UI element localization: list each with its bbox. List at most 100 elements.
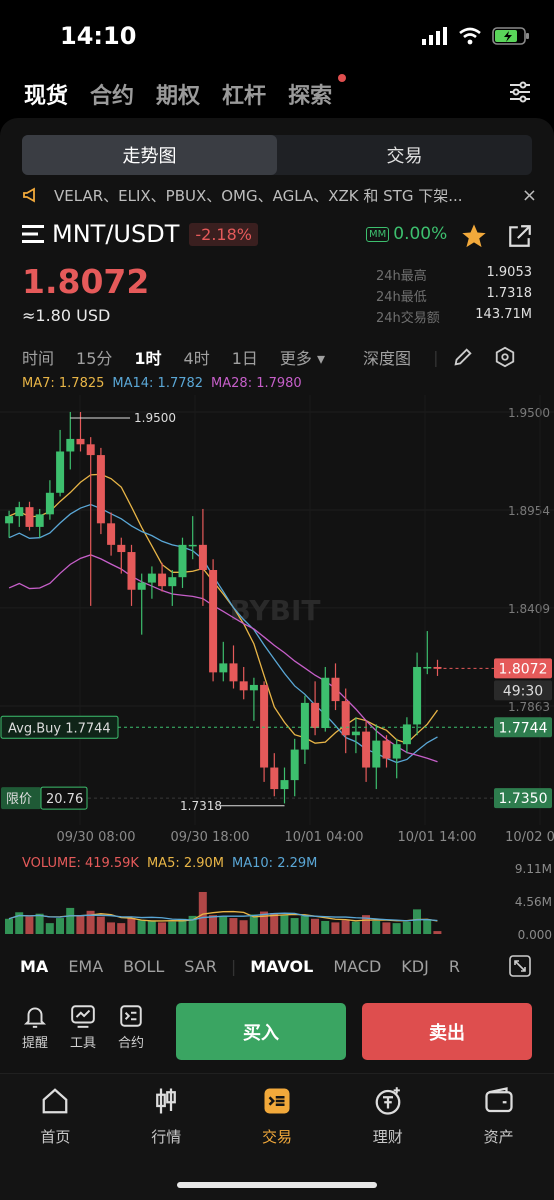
volume-chart[interactable]: 9.11M 4.56M 0.000 [0,860,554,942]
candle-body [280,780,289,790]
depth-chart-tab[interactable]: 深度图 [363,349,412,368]
ind-boll[interactable]: BOLL [123,956,165,976]
hexagon-settings-icon[interactable] [494,346,516,368]
tab-contract[interactable]: 合约 [90,84,135,109]
pencil-icon[interactable] [452,346,474,368]
tab-options[interactable]: 期权 [156,84,201,109]
notice-bar[interactable]: VELAR、ELIX、PBUX、OMG、AGLA、XZK 和 STG 下架...… [22,182,537,208]
vol-tick-label: 4.56M [515,895,552,909]
timeframe-1d[interactable]: 1日 [231,349,258,368]
candle-body [362,731,371,768]
candle-body [35,514,44,527]
vol-ma10-line [8,912,438,922]
ind-sar[interactable]: SAR [184,956,217,976]
avg-buy-box [0,715,119,739]
candle-body [219,663,228,673]
candle-body [229,663,238,682]
volume-bar [423,919,432,934]
candle-body [117,544,126,553]
stat-turnover-label: 24h交易额 [376,311,440,326]
ind-kdj[interactable]: KDJ [401,956,429,976]
candle-body [5,516,14,524]
pair-header[interactable]: MNT/USDT -2.18% [22,220,258,248]
nav-earn[interactable]: 理财 [332,1074,443,1200]
mm-indicator[interactable]: MM 0.00% [366,224,447,244]
settings-sliders-icon[interactable] [508,80,532,104]
last-price-tag-text: 1.8072 [499,661,548,677]
menu-icon[interactable] [22,225,44,243]
y-tick-label: 1.8409 [508,602,550,616]
ma-legend: MA7: 1.7825 MA14: 1.7782 MA28: 1.7980 [22,376,302,391]
ind-macd[interactable]: MACD [333,956,382,976]
nav-markets-label: 行情 [151,1128,182,1146]
stat-high-label: 24h最高 [376,269,427,284]
tab-margin[interactable]: 杠杆 [222,84,267,109]
candle-body [96,455,105,524]
x-tick-label: 09/30 08:00 [56,830,135,845]
vol-ma10-label: MA10: 2.29M [232,856,318,871]
segment-chart[interactable]: 走势图 [22,135,277,175]
nav-home-label: 首页 [40,1128,71,1146]
timeframe-15m[interactable]: 15分 [76,349,113,368]
candle-body [15,507,24,517]
volume-bar [96,916,105,934]
ind-r[interactable]: R [448,956,460,976]
star-icon[interactable] [460,222,488,250]
candle-body [127,552,136,590]
vol-tick-label: 9.11M [515,862,552,876]
nav-markets[interactable]: 行情 [111,1074,222,1200]
nav-trade[interactable]: 交易 [222,1074,333,1200]
stat-turnover-value: 143.71M [475,307,532,322]
contract-action[interactable]: 合约 [118,1003,144,1051]
y-tick-label: 1.7863 [508,700,550,714]
buy-button[interactable]: 买入 [176,1003,346,1060]
tab-spot[interactable]: 现货 [24,84,69,109]
timeframe-more[interactable]: 更多 ▾ [279,349,326,368]
min-price-label: 1.7318 [180,799,222,813]
timeframe-time[interactable]: 时间 [22,349,55,368]
tools-action[interactable]: 工具 [70,1003,96,1051]
ind-mavol[interactable]: MAVOL [250,956,314,976]
candlestick-chart[interactable]: 1.95001.89541.84091.7863BYBIT1.95001.731… [0,395,554,855]
alert-action[interactable]: 提醒 [22,1003,48,1051]
volume-bar [321,920,330,934]
sell-button[interactable]: 卖出 [362,1003,532,1060]
volume-bar [76,915,85,934]
nav-home[interactable]: 首页 [0,1074,111,1200]
usd-price: ≈1.80 USD [22,306,111,325]
x-tick-label: 10/02 0 [505,830,554,845]
segment-trade[interactable]: 交易 [386,146,423,167]
tools-label: 工具 [70,1036,97,1051]
limit-value-box [40,786,88,810]
volume-bar [280,915,289,934]
contract-icon [120,1005,142,1027]
nav-trade-label: 交易 [261,1128,292,1146]
candle-body [423,666,432,669]
tab-explore[interactable]: 探索 [288,84,333,109]
candle-body [382,740,391,759]
close-icon[interactable]: × [521,184,537,206]
home-indicator [177,1182,377,1188]
volume-bar [86,910,95,934]
share-icon[interactable] [507,223,533,249]
vol-ma5-label: MA5: 2.90M [146,856,225,871]
last-price-tag [494,658,552,679]
timeframe-4h[interactable]: 4时 [183,349,210,368]
timeframe-1h[interactable]: 1时 [134,349,162,368]
ind-ema[interactable]: EMA [68,956,104,976]
candle-body [270,767,279,790]
trade-icon [264,1088,290,1114]
ma28-line [8,554,438,763]
nav-assets[interactable]: 资产 [443,1074,554,1200]
volume-bar [56,918,64,934]
candle-body [260,684,269,768]
volume-bar [15,912,24,934]
expand-icon[interactable] [509,955,531,977]
last-price: 1.8072 [22,262,150,301]
ind-ma[interactable]: MA [20,956,49,976]
volume-bar [311,918,319,934]
volume-bar [188,915,197,934]
bell-icon [23,1007,47,1028]
candle-body [188,544,197,547]
limit-value: 20.76 [46,792,83,807]
